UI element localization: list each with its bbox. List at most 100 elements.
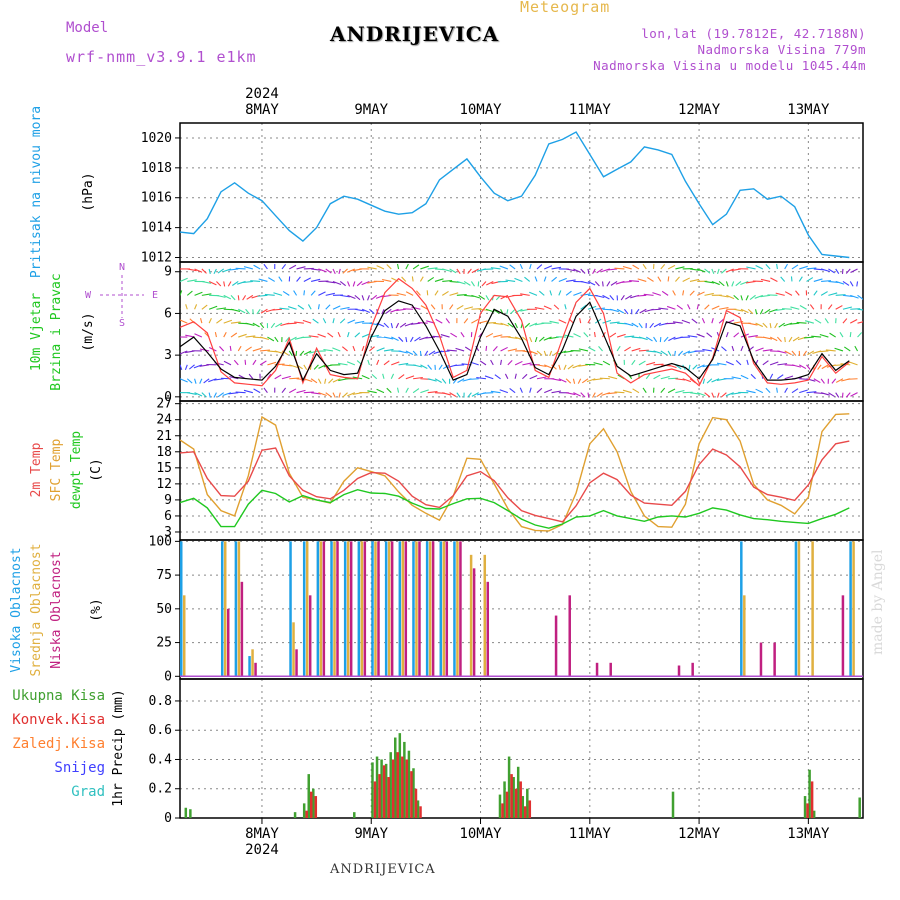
wind-barb [376, 265, 385, 270]
pressure-unit: (hPa) [81, 172, 96, 211]
wind-barb [777, 374, 784, 380]
y-tick-label: 9 [164, 265, 172, 280]
wind-barb [660, 375, 670, 380]
total-rain-bar [189, 809, 192, 818]
mid-cloud-bar [223, 541, 227, 677]
wind-barb [711, 318, 714, 324]
wind-barb [649, 322, 654, 329]
wind-barb [549, 290, 553, 296]
wind-barb [278, 276, 283, 282]
convective-rain-bar [524, 806, 527, 818]
wind-barb [636, 294, 647, 297]
wind-barb [638, 349, 649, 352]
wind-barb [184, 364, 188, 370]
wind-barb [440, 334, 450, 338]
wind-barb [524, 276, 531, 282]
wind-barb [201, 280, 212, 284]
wind-barb [711, 378, 720, 383]
wind-barb [282, 290, 290, 296]
wind-barb [522, 373, 528, 380]
wind-barb [721, 392, 727, 398]
wind-barb [719, 294, 729, 298]
panel-frame [179, 261, 864, 402]
wind-barb [820, 392, 830, 396]
wind-barb [842, 281, 850, 286]
wind-barb [354, 294, 361, 301]
wind-barb [398, 374, 405, 380]
wind-barb [631, 322, 639, 328]
wind-barb [762, 360, 769, 366]
total-rain-bar [302, 803, 306, 818]
mid-cloud-bar [333, 541, 336, 677]
wind-barb [227, 281, 232, 287]
wind-barb [441, 378, 447, 384]
wind-barb [420, 389, 429, 394]
wind-barb [332, 347, 341, 352]
wind-barb [375, 294, 385, 299]
wind-barb [404, 322, 414, 327]
wind-barb [193, 364, 203, 369]
wind-barb [777, 350, 787, 354]
wind-barb [687, 304, 691, 310]
wind-barb [235, 391, 246, 394]
convective-rain-bar [314, 796, 318, 818]
y-tick-label: 1016 [141, 191, 172, 206]
wind-barb [638, 336, 648, 341]
wind-barb [581, 378, 589, 384]
wind-barb [188, 364, 195, 370]
wind-barb [238, 333, 247, 338]
wind-barb [180, 277, 188, 282]
temp-axis-title-2: SFC Temp [49, 439, 64, 502]
wind-barb [180, 290, 183, 296]
wind-barb [420, 265, 429, 270]
wind-barb [748, 335, 758, 338]
wind-barb [367, 266, 377, 270]
y-tick-label: 1018 [141, 161, 172, 176]
wind-barb [534, 276, 538, 282]
wind-barb [411, 276, 414, 282]
wind-barb [647, 277, 654, 282]
wind-barb [711, 305, 720, 310]
y-tick-label: 6 [164, 306, 172, 321]
wind-barb [813, 278, 823, 282]
wind-barb [596, 392, 603, 398]
wind-barb [702, 348, 712, 352]
wind-barb [534, 307, 545, 310]
wind-barb [438, 364, 443, 370]
wind-barb [602, 319, 612, 324]
wind-barb [235, 267, 246, 270]
compass-w-label: W [85, 290, 92, 301]
wind-barb [201, 392, 207, 398]
wind-barb [799, 265, 808, 270]
wind-barb [449, 304, 454, 310]
wind-barb [485, 345, 488, 352]
wind-barb [687, 335, 698, 338]
wind-barb [376, 347, 385, 352]
wind-barb [606, 281, 611, 287]
wind-barb [376, 359, 380, 366]
wind-barb [621, 280, 632, 283]
y-tick-label: 18 [156, 445, 172, 460]
wind-barb [428, 350, 436, 356]
y-tick-label: 0.2 [149, 782, 172, 797]
wind-barb [827, 304, 833, 310]
wind-barb [667, 388, 676, 394]
wind-barb [454, 364, 465, 367]
wind-gust-line [179, 277, 850, 387]
wind-barb [289, 377, 300, 380]
wind-barb [845, 392, 851, 398]
wind-barb [731, 281, 735, 287]
y-tick-label: 21 [156, 429, 172, 444]
wind-barb [187, 279, 197, 283]
wind-barb [788, 336, 793, 343]
wind-barb [842, 294, 853, 298]
wind-barb [616, 345, 621, 352]
wind-barb [792, 336, 800, 342]
wind-barb [711, 280, 720, 286]
cloud-axis-title-2: Srednja Oblacnost [29, 543, 44, 676]
wind-barb [354, 320, 365, 324]
wind-barb [692, 364, 698, 370]
wind-barb [268, 277, 275, 282]
wind-barb [223, 319, 233, 324]
